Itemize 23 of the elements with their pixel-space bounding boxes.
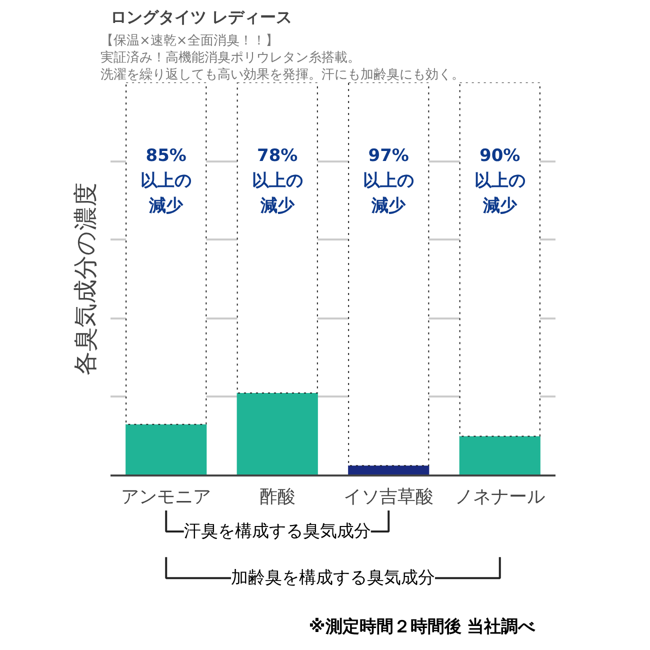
bar bbox=[459, 436, 540, 476]
text: 汗臭を構成する臭気成分 bbox=[184, 522, 371, 542]
x-tick-label: 酢酸 bbox=[259, 486, 296, 508]
text: ※測定時間２時間後 当社調べ bbox=[308, 617, 536, 638]
bar bbox=[236, 392, 318, 476]
chart-title: ロングタイツ レディース bbox=[110, 8, 292, 26]
chart-subtitle: 【保温×速乾×全面消臭！！】 bbox=[100, 34, 278, 48]
bar bbox=[126, 424, 207, 476]
text: 実証済み！高機能消臭ポリウレタン糸搭載。 bbox=[100, 50, 360, 66]
x-tick-label: ノネナール bbox=[454, 486, 545, 508]
bar bbox=[459, 82, 540, 437]
annotation: 85%以上の減少 bbox=[140, 146, 192, 216]
annotation: 97%以上の減少 bbox=[363, 146, 414, 216]
y-axis-title: 各臭気成分の濃度 bbox=[72, 182, 100, 376]
annotation: 78%以上の減少 bbox=[252, 146, 303, 216]
text: 洗濯を繰り返しても高い効果を発揮。汗にも加齢臭にも効く。 bbox=[100, 66, 464, 82]
text: 加齢臭を構成する臭気成分 bbox=[231, 568, 435, 588]
annotation: 90%以上の減少 bbox=[474, 146, 526, 216]
bar bbox=[348, 82, 430, 466]
x-tick-label: アンモニア bbox=[121, 486, 212, 508]
x-tick-label: イソ吉草酸 bbox=[344, 486, 434, 508]
bar bbox=[126, 82, 207, 425]
bar bbox=[236, 82, 318, 394]
